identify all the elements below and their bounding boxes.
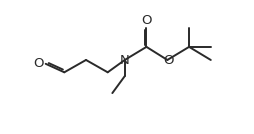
Text: O: O <box>163 54 173 67</box>
Text: N: N <box>120 54 130 67</box>
Text: O: O <box>141 14 152 27</box>
Text: O: O <box>33 57 43 70</box>
